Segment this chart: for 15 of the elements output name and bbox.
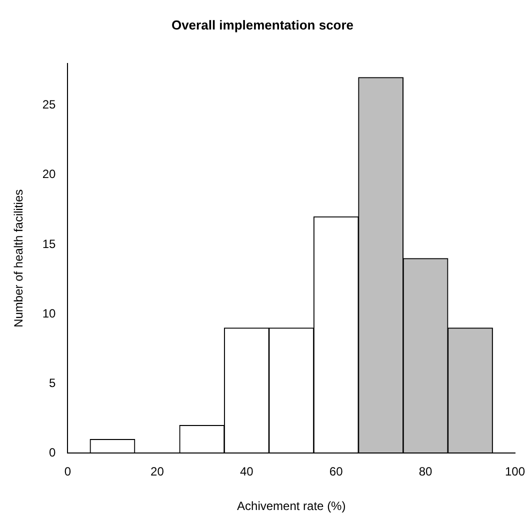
x-tick-label: 0 (64, 464, 72, 479)
y-tick-label: 20 (42, 167, 56, 182)
y-tick-label: 10 (42, 306, 56, 320)
y-tick-label: 5 (49, 376, 56, 390)
y-axis-title: Number of health facilities (12, 189, 26, 328)
x-tick-label: 60 (329, 464, 344, 479)
x-axis-title: Achivement rate (%) (237, 499, 346, 514)
x-tick-label: 100 (504, 464, 526, 479)
y-tick-label: 25 (42, 98, 56, 112)
x-tick-label: 20 (150, 464, 164, 479)
x-tick-label: 40 (240, 464, 254, 479)
x-tick-label: 80 (418, 464, 433, 479)
y-tick-label: 15 (42, 236, 56, 251)
chart-title: Overall implementation score (171, 17, 354, 32)
y-tick-label: 0 (49, 446, 56, 460)
